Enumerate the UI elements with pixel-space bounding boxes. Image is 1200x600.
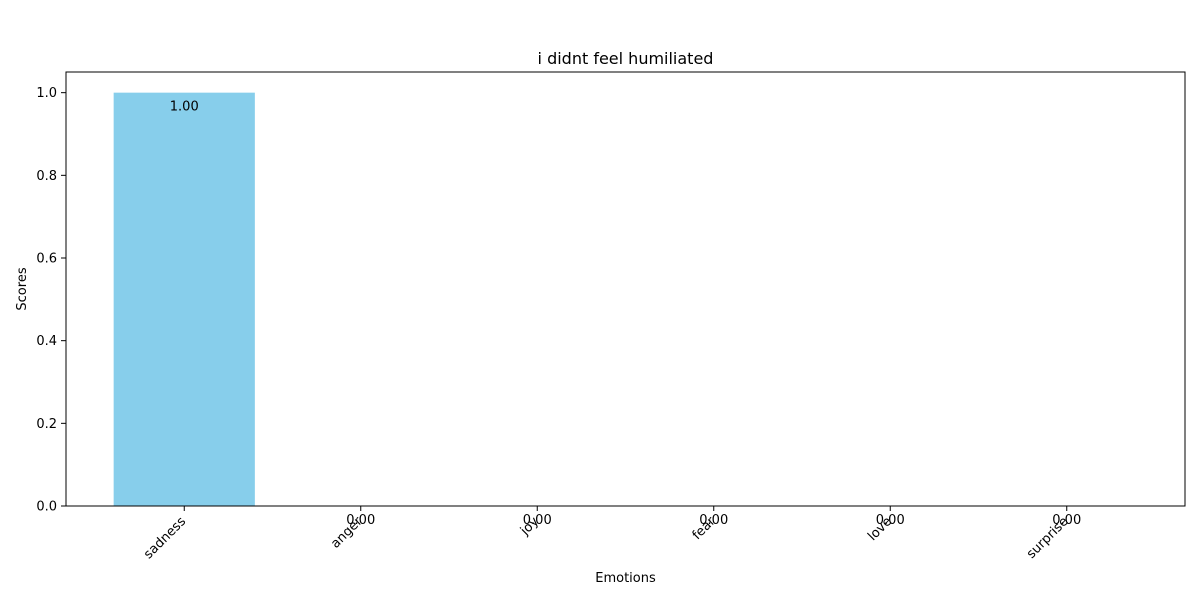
data-label-fear: 0.00 xyxy=(699,513,728,528)
y-tick-label: 0.8 xyxy=(36,169,57,184)
x-axis-ticks: sadness anger joy fear love surprise xyxy=(141,506,1072,562)
y-axis-label: Scores xyxy=(15,267,30,310)
data-label-joy: 0.00 xyxy=(523,513,552,528)
y-tick-label: 0.2 xyxy=(36,417,57,432)
plot-frame xyxy=(65,71,1186,507)
data-label-surprise: 0.00 xyxy=(1052,513,1081,528)
bar-sadness xyxy=(113,92,255,507)
bars-layer xyxy=(113,92,255,507)
y-tick-label: 0.6 xyxy=(36,252,57,267)
data-label-anger: 0.00 xyxy=(346,513,375,528)
chart-title: i didnt feel humiliated xyxy=(538,49,714,68)
x-tick-label-sadness: sadness xyxy=(141,514,189,562)
y-tick-label: 0.0 xyxy=(36,500,57,515)
data-label-sadness: 1.00 xyxy=(170,100,199,115)
y-axis-ticks: 0.0 0.2 0.4 0.6 0.8 1.0 xyxy=(36,86,66,515)
y-tick-label: 0.4 xyxy=(36,334,57,349)
data-labels: 1.00 0.00 0.00 0.00 0.00 0.00 xyxy=(170,100,1081,528)
y-tick-label: 1.0 xyxy=(36,86,57,101)
data-label-love: 0.00 xyxy=(876,513,905,528)
x-axis-label: Emotions xyxy=(595,571,656,586)
